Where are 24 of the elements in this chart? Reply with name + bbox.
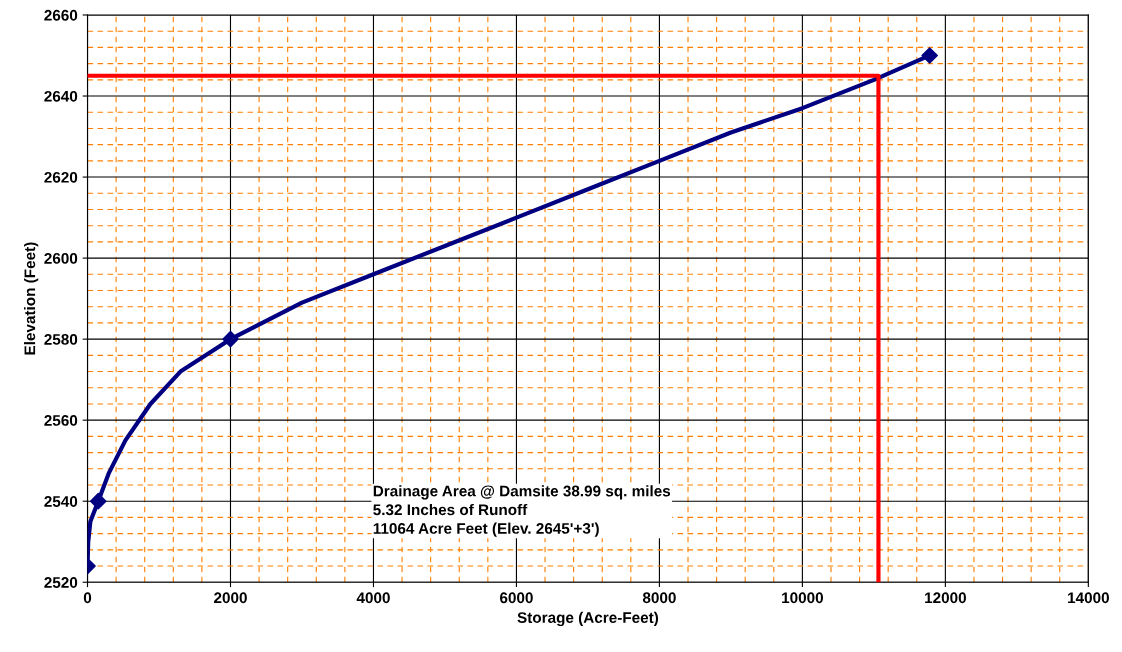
y-tick-label: 2520 bbox=[44, 577, 78, 588]
point bbox=[89, 492, 107, 510]
x-tick-label: 12000 bbox=[925, 592, 966, 604]
point bbox=[921, 47, 938, 64]
annotation: 5.32 Inches of Runoff bbox=[373, 503, 528, 516]
annotation: 11064 Acre Feet (Elev. 2645'+3') bbox=[373, 522, 599, 537]
x-tick-label: 4000 bbox=[356, 592, 390, 604]
x-tick-label: 8000 bbox=[642, 592, 676, 604]
y-tick-label: 2600 bbox=[44, 252, 78, 264]
y-tick-label: 2540 bbox=[44, 496, 78, 507]
y-tick-label: 2580 bbox=[44, 334, 78, 345]
point bbox=[222, 330, 239, 348]
y-tick-label: 2560 bbox=[44, 415, 78, 426]
y-tick-label: 2660 bbox=[44, 9, 78, 21]
y-axis-title: Elevation (Feet) bbox=[24, 242, 39, 355]
x-axis-title: Storage (Acre-Feet) bbox=[517, 611, 659, 627]
x-tick-label: 0 bbox=[83, 592, 92, 604]
x-tick-label: 14000 bbox=[1068, 592, 1109, 604]
y-tick-label: 2640 bbox=[44, 90, 78, 102]
y-tick-label: 2620 bbox=[44, 171, 78, 183]
x-tick-label: 10000 bbox=[782, 592, 824, 604]
x-tick-label: 2000 bbox=[214, 592, 247, 604]
annotation: Drainage Area @ Damsite 38.99 sq. miles bbox=[373, 485, 671, 500]
x-tick-label: 6000 bbox=[500, 592, 533, 604]
